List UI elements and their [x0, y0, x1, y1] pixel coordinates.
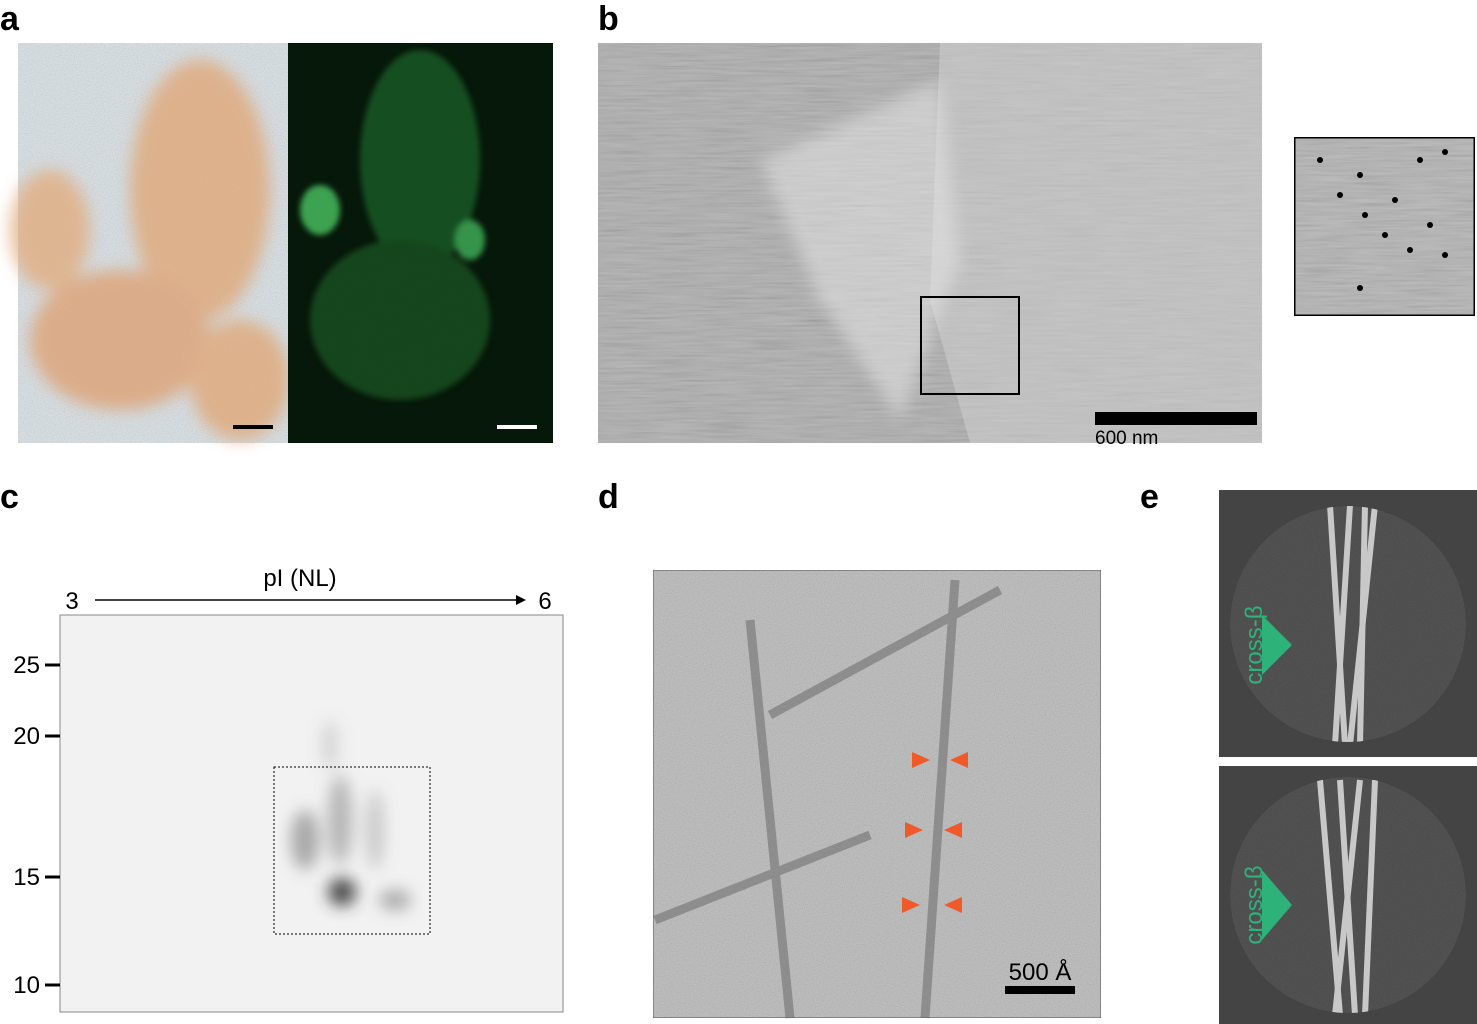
cryo-em-image: 500 Å	[652, 569, 1102, 1019]
axis-end: 6	[538, 588, 551, 615]
em-image: 600 nm	[598, 43, 1262, 449]
tick-label: 10	[13, 972, 40, 999]
scale-bar-label: 600 nm	[1095, 428, 1158, 449]
em-inset	[1292, 135, 1477, 318]
panel-label: a	[0, 0, 20, 38]
tick-label: 20	[13, 723, 40, 750]
panel-label: b	[598, 0, 619, 38]
axis-start: 3	[65, 588, 78, 615]
panel-label: e	[1140, 478, 1159, 516]
histology-image	[10, 43, 290, 443]
axis-title: pI (NL)	[263, 565, 336, 592]
panel-label: c	[0, 478, 19, 516]
polarized-image	[288, 43, 553, 443]
panel-label: d	[598, 478, 619, 516]
arrow-head	[516, 595, 526, 605]
tick-label: 15	[13, 864, 40, 891]
class-average-2: cross-β	[1219, 766, 1477, 1024]
gel-image	[59, 614, 564, 1013]
annotation: cross-β	[1241, 865, 1268, 944]
tick-label: 25	[13, 652, 40, 679]
class-average-1: cross-β	[1219, 490, 1477, 757]
scale-bar-label: 500 Å	[1009, 958, 1072, 986]
annotation: cross-β	[1241, 605, 1268, 684]
